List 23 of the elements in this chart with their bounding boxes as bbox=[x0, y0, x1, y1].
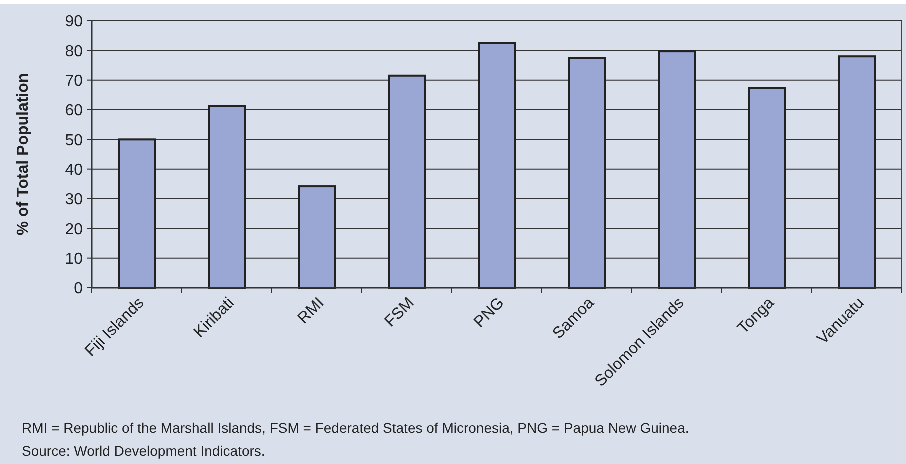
bar bbox=[658, 50, 696, 289]
y-tick-label: 30 bbox=[65, 192, 84, 209]
y-tick-label: 40 bbox=[65, 162, 84, 179]
bar bbox=[748, 87, 786, 289]
source-note: Source: World Development Indicators. bbox=[22, 443, 266, 459]
y-tick-label: 70 bbox=[65, 72, 84, 90]
y-tick-label: 80 bbox=[65, 43, 84, 60]
bar bbox=[298, 186, 336, 289]
bar bbox=[208, 105, 246, 289]
y-axis-title: % of Total Population bbox=[15, 73, 32, 236]
bar bbox=[478, 42, 516, 289]
bar bbox=[568, 57, 606, 289]
y-tick-label: 0 bbox=[74, 280, 84, 298]
x-tick-label: RMI bbox=[295, 294, 328, 328]
y-tick-label: 10 bbox=[65, 250, 84, 268]
text: RMI = Republic of the Marshall Islands, FSM = Federated States of Micronesia, PNG = Papua New Guinea. bbox=[22, 420, 690, 436]
bar bbox=[388, 74, 426, 289]
bar bbox=[118, 138, 156, 289]
y-tick-label: 20 bbox=[65, 221, 84, 238]
y-tick-label: 60 bbox=[65, 102, 84, 120]
bar bbox=[838, 56, 876, 289]
y-tick-label: 90 bbox=[65, 14, 84, 31]
y-tick-label: 50 bbox=[65, 132, 84, 150]
